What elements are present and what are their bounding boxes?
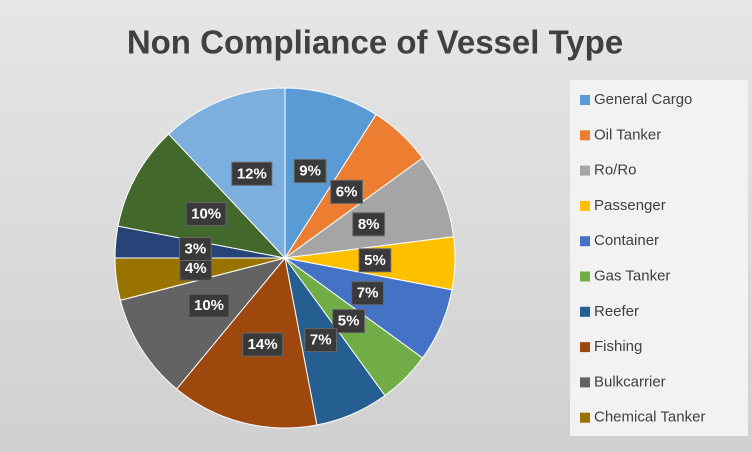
data-label-box <box>179 236 212 261</box>
legend-label: Reefer <box>594 303 639 320</box>
data-label-box <box>188 293 230 318</box>
chart-title: Non Compliance of Vessel Type <box>127 24 623 61</box>
data-label-box <box>352 212 386 237</box>
legend-swatch <box>580 130 590 141</box>
legend-swatch <box>580 412 590 423</box>
legend-label: Oil Tanker <box>594 126 661 143</box>
pie-slice <box>119 257 287 390</box>
legend-label: Bulkcarrier <box>594 373 666 390</box>
data-label-box <box>358 248 392 273</box>
data-label: 10% <box>191 206 221 223</box>
data-label: 9% <box>299 163 321 180</box>
data-label: 10% <box>194 297 224 314</box>
data-label: 6% <box>336 183 358 200</box>
data-label: 4% <box>185 260 207 277</box>
legend-label: Gas Tanker <box>594 267 670 284</box>
legend-label: Container <box>594 232 659 249</box>
legend-swatch <box>580 200 590 211</box>
data-label-box <box>293 159 327 184</box>
legend-box <box>570 80 748 436</box>
legend-label: Fishing <box>594 338 642 355</box>
pie-slice <box>167 87 286 260</box>
legend-swatch <box>580 95 590 105</box>
legend-label: Ro/Ro <box>594 162 637 179</box>
legend-swatch <box>580 236 590 247</box>
data-label: 5% <box>364 252 386 269</box>
pie-slice <box>284 87 377 260</box>
data-label-box <box>185 202 227 227</box>
legend-swatch <box>580 271 590 282</box>
data-label-box <box>332 309 365 334</box>
legend-swatch <box>580 377 590 388</box>
data-label-box <box>351 281 384 306</box>
data-label-box <box>330 179 363 204</box>
legend-swatch <box>580 342 590 353</box>
pie-slice <box>117 133 287 259</box>
data-label-box <box>304 328 338 353</box>
data-label-box <box>242 332 284 357</box>
data-label-box <box>231 161 273 186</box>
legend-swatch <box>580 165 590 176</box>
legend-label: Chemical Tanker <box>594 409 705 426</box>
data-label: 7% <box>357 285 379 302</box>
data-label: 14% <box>248 336 278 353</box>
legend-label: Passenger <box>594 197 666 214</box>
data-label: 12% <box>237 165 267 182</box>
data-label: 3% <box>185 240 207 257</box>
data-label: 8% <box>358 216 380 233</box>
legend-swatch <box>580 306 590 317</box>
legend-label: General Cargo <box>594 91 692 108</box>
data-label: 7% <box>310 332 332 349</box>
data-label: 5% <box>338 313 360 330</box>
